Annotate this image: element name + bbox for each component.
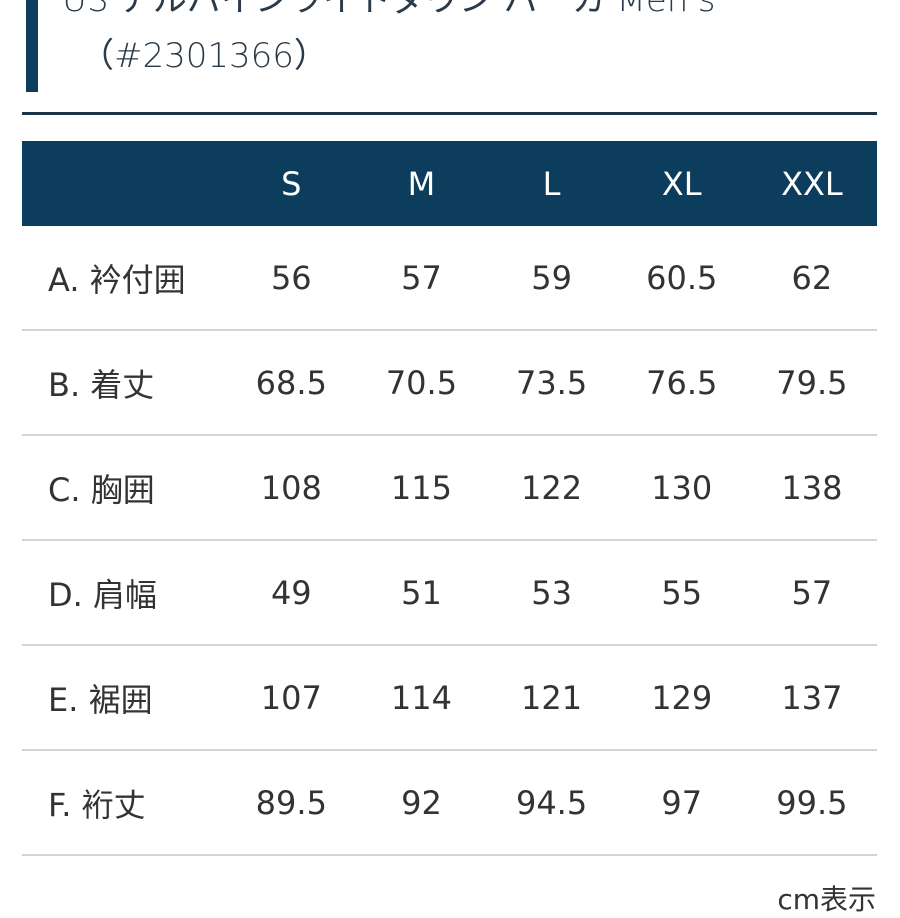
table-row: E. 裾囲 107 114 121 129 137 (22, 645, 877, 751)
cell-value: 137 (746, 645, 877, 751)
cell-value: 76.5 (616, 330, 747, 436)
cell-value: 115 (356, 435, 487, 541)
cell-value: 122 (486, 435, 617, 541)
cell-value: 138 (746, 435, 877, 541)
cell-value: 92 (356, 750, 487, 856)
cell-value: 62 (746, 226, 877, 331)
title-accent-bar (26, 0, 38, 92)
table-row: A. 衿付囲 56 57 59 60.5 62 (22, 226, 877, 331)
cell-value: 114 (356, 645, 487, 751)
column-header: S (226, 141, 357, 226)
cell-value: 97 (616, 750, 747, 856)
column-header: XL (616, 141, 747, 226)
cell-value: 99.5 (746, 750, 877, 856)
row-label: F. 裄丈 (22, 750, 227, 856)
size-table: S M L XL XXL A. 衿付囲 56 57 59 60.5 62 B. 着丈 68.5 70.5… (22, 141, 877, 856)
column-header: XXL (746, 141, 877, 226)
cell-value: 70.5 (356, 330, 487, 436)
row-label: B. 着丈 (22, 330, 227, 436)
table-row: B. 着丈 68.5 70.5 73.5 76.5 79.5 (22, 330, 877, 436)
title-divider (22, 112, 877, 115)
cell-value: 130 (616, 435, 747, 541)
cell-value: 60.5 (616, 226, 747, 331)
page-title: US アルパインライトダウン パーカ Men's （#2301366） (62, 0, 715, 84)
cell-value: 68.5 (226, 330, 357, 436)
cell-value: 53 (486, 540, 617, 646)
title-line-2: （#2301366） (80, 36, 328, 76)
table-row: F. 裄丈 89.5 92 94.5 97 99.5 (22, 750, 877, 856)
cell-value: 59 (486, 226, 617, 331)
cell-value: 79.5 (746, 330, 877, 436)
row-label: E. 裾囲 (22, 645, 227, 751)
cell-value: 51 (356, 540, 487, 646)
cell-value: 49 (226, 540, 357, 646)
header-row: S M L XL XXL (22, 141, 877, 226)
title-line-1: US アルパインライトダウン パーカ Men's (62, 0, 716, 20)
row-label: A. 衿付囲 (22, 226, 227, 331)
cell-value: 107 (226, 645, 357, 751)
cell-value: 73.5 (486, 330, 617, 436)
unit-note: cm表示 (777, 883, 876, 916)
row-label: D. 肩幅 (22, 540, 227, 646)
cell-value: 57 (356, 226, 487, 331)
cell-value: 55 (616, 540, 747, 646)
column-header (22, 141, 227, 226)
cell-value: 94.5 (486, 750, 617, 856)
column-header: M (356, 141, 487, 226)
column-header: L (486, 141, 617, 226)
row-label: C. 胸囲 (22, 435, 227, 541)
cell-value: 56 (226, 226, 357, 331)
cell-value: 108 (226, 435, 357, 541)
cell-value: 57 (746, 540, 877, 646)
table-row: C. 胸囲 108 115 122 130 138 (22, 435, 877, 541)
cell-value: 121 (486, 645, 617, 751)
table-row: D. 肩幅 49 51 53 55 57 (22, 540, 877, 646)
cell-value: 89.5 (226, 750, 357, 856)
cell-value: 129 (616, 645, 747, 751)
